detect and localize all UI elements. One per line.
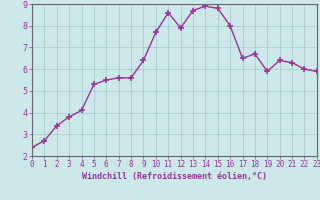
X-axis label: Windchill (Refroidissement éolien,°C): Windchill (Refroidissement éolien,°C) bbox=[82, 172, 267, 181]
